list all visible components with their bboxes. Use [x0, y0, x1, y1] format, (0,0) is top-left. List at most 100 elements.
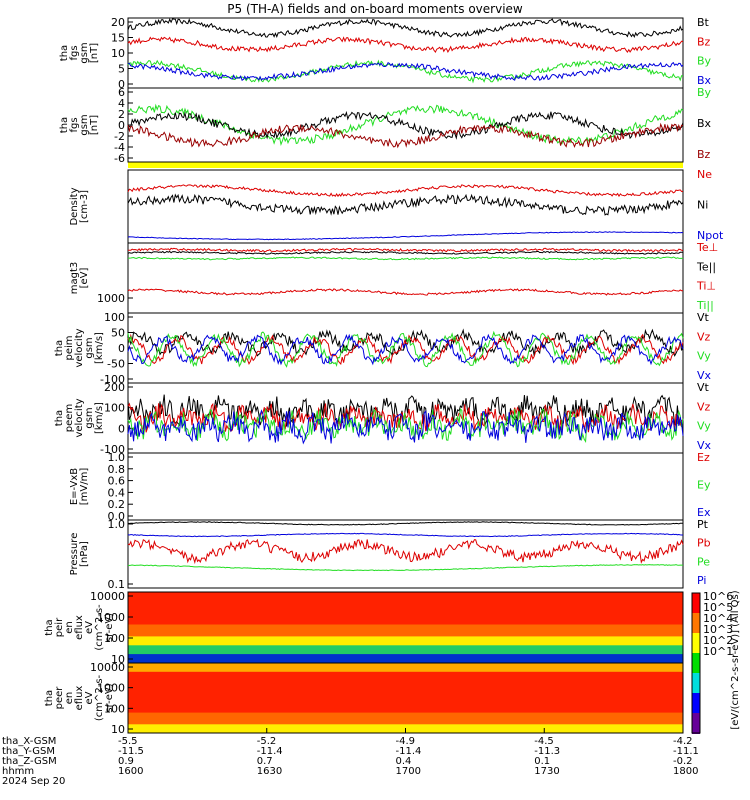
series-line-By — [127, 103, 684, 147]
y-axis-label: (cm^2-s- — [94, 674, 105, 721]
y-axis-label: tha — [59, 117, 70, 133]
series-line-Npot — [127, 231, 684, 241]
y-tick-label: 10000 — [90, 590, 125, 603]
spectrogram-band — [128, 597, 683, 602]
y-tick-label: 10000 — [90, 661, 125, 674]
y-tick-label: 0.8 — [108, 463, 126, 476]
series-line-By — [127, 59, 684, 84]
y-tick-label: -2 — [114, 130, 125, 143]
y-tick-label: 0 — [118, 119, 125, 132]
spectrogram-band — [128, 686, 683, 690]
y-tick-label: 0.4 — [108, 486, 126, 499]
panel-pressure: 1.0 0.1 Pressure [nPa] Pt Pb Pe Pi — [69, 518, 711, 591]
spectrogram-band — [128, 633, 683, 637]
colorbar-band — [692, 693, 700, 714]
spectrogram-band — [128, 706, 683, 711]
y-tick-label: 100 — [104, 311, 125, 324]
legend-Ti||: Ti|| — [696, 299, 714, 312]
colorbar-band — [692, 653, 700, 674]
y-axis-label: tha — [59, 45, 70, 61]
x-row-name-1: tha_Y-GSM — [2, 746, 56, 757]
y-tick-label: -100 — [100, 373, 125, 386]
y-axis-label: peim — [64, 335, 75, 360]
x-tick-label: -11.5 — [118, 746, 144, 757]
legend-Npot: Npot — [697, 229, 724, 242]
series-line-Bx — [127, 110, 684, 140]
panel-peir-spec: 10000 1000 100 10 tha peir en eflux eV (cm^2-s-sr… — [44, 590, 684, 666]
spectrogram-band — [128, 683, 683, 687]
legend-Vy: Vy — [697, 420, 711, 433]
y-tick-label: 4 — [118, 97, 125, 110]
y-axis-label: eflux — [74, 615, 85, 640]
x-tick-label: -4.5 — [534, 736, 554, 747]
panel-fgs-gsm: 20 15 10 5 0 tha fgs gsm [nT] Bt Bz By Bx — [59, 16, 712, 91]
x-tick-label: 0.7 — [256, 756, 273, 767]
spectrogram-band — [128, 709, 683, 714]
y-tick-label: 20 — [111, 16, 125, 29]
legend-Vx: Vx — [697, 369, 712, 382]
spectrogram-band — [128, 651, 683, 655]
y-tick-label: 10 — [111, 653, 125, 666]
y-axis-label: Density — [69, 187, 80, 225]
spectrogram-band — [128, 660, 683, 664]
legend-Te||: Te|| — [696, 260, 716, 273]
series-line-Pb — [127, 538, 684, 565]
colorbar-tick: 10^4 — [703, 612, 733, 625]
y-tick-label: 0.6 — [108, 475, 126, 488]
y-axis-label: velocity — [74, 328, 85, 367]
panel-frame — [127, 519, 684, 589]
legend-Te⊥: Te⊥ — [696, 241, 718, 254]
y-axis-label: [nT] — [89, 43, 100, 63]
y-axis-label: fgs — [69, 117, 80, 132]
y-tick-label: 50 — [111, 327, 125, 340]
x-tick-label: -4.9 — [395, 736, 416, 747]
colorbar-band — [692, 613, 700, 634]
series-line-Pt — [127, 521, 684, 526]
y-tick-label: 0 — [118, 342, 125, 355]
series-line-Bz — [127, 36, 684, 54]
series-line-Te|| — [127, 250, 684, 255]
y-axis-label: peem — [64, 404, 75, 432]
y-axis-label: gsm — [79, 114, 90, 135]
y-tick-label: 100 — [104, 402, 125, 415]
series-line-Ti⊥ — [127, 288, 684, 296]
y-axis-label: peir — [54, 617, 65, 637]
y-axis-label: tha — [44, 619, 55, 635]
series-line-Vz — [127, 333, 684, 366]
series-line-Vx — [127, 409, 684, 445]
spectrogram-band — [128, 668, 683, 673]
spectrogram-band — [128, 624, 683, 628]
spectrogram-band — [128, 721, 683, 725]
y-tick-label: 1000 — [97, 292, 125, 305]
panel-frame — [127, 452, 684, 521]
legend-Pt: Pt — [697, 518, 709, 531]
spectrogram-band — [128, 665, 683, 670]
x-tick-label: 1800 — [673, 766, 699, 777]
colorbar-tick: 10^5 — [703, 601, 733, 614]
spectrogram-band — [128, 724, 683, 728]
colorbar-band — [692, 633, 700, 654]
spectrogram-band — [128, 695, 683, 699]
y-axis-label: gsm — [84, 407, 95, 428]
legend-Vz: Vz — [697, 400, 711, 413]
spectrogram-band — [128, 698, 683, 702]
spectrogram-band — [128, 642, 683, 646]
spectrogram-band — [128, 677, 683, 681]
panel-peem-velocity: 200 100 0 -100 tha peem velocity gsm [km/s] Vt Vz V… — [54, 381, 712, 456]
series-line-Vy — [127, 330, 684, 368]
y-tick-label: -4 — [114, 141, 125, 154]
spectrogram-band — [128, 680, 683, 684]
x-tick-label: -11.1 — [673, 746, 699, 757]
y-axis-label: magt3 — [69, 262, 80, 295]
y-axis-label: sr-eV) — [104, 683, 115, 712]
x-tick-label: -11.4 — [395, 746, 422, 757]
x-tick-label: -5.2 — [256, 736, 277, 747]
x-tick-label: -4.2 — [673, 736, 693, 747]
spectrogram-band — [128, 718, 683, 722]
series-line-Bt — [127, 18, 684, 39]
x-axis-date: 2024 Sep 20 — [2, 776, 66, 787]
y-axis-label: [nT] — [89, 115, 100, 135]
y-tick-label: 0.0 — [108, 510, 126, 523]
